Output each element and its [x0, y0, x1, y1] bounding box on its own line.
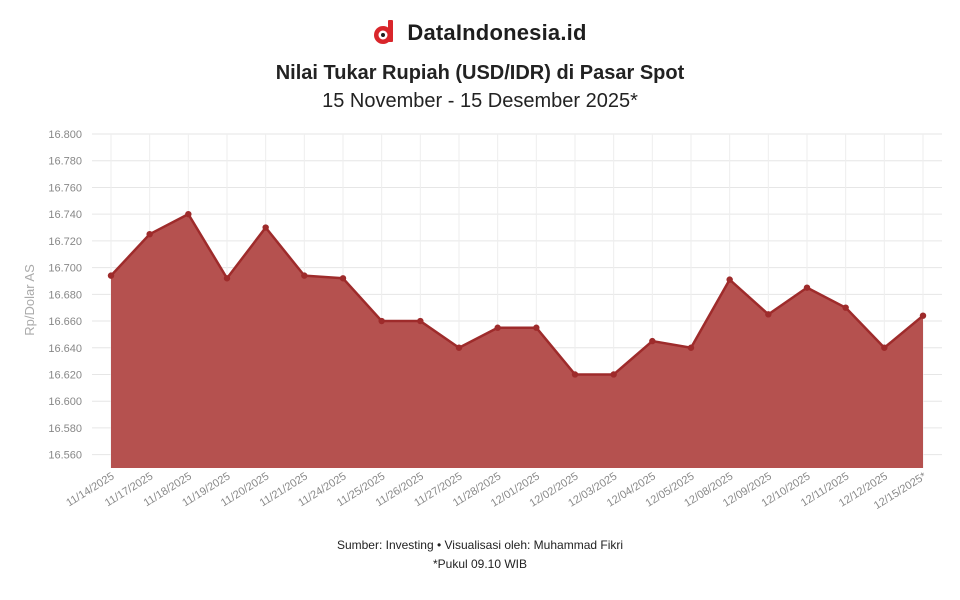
- brand-header: DataIndonesia.id: [0, 20, 960, 46]
- chart-title: Nilai Tukar Rupiah (USD/IDR) di Pasar Sp…: [275, 62, 685, 84]
- data-point[interactable]: [726, 276, 733, 283]
- data-point[interactable]: [610, 371, 617, 378]
- y-tick-label: 16.720: [48, 236, 82, 248]
- data-point[interactable]: [339, 275, 347, 282]
- y-tick-label: 16.580: [48, 423, 82, 435]
- data-point[interactable]: [919, 312, 927, 319]
- brand-name: DataIndonesia.id: [407, 20, 587, 45]
- data-point[interactable]: [533, 324, 540, 331]
- data-point[interactable]: [262, 224, 269, 231]
- data-point[interactable]: [146, 231, 153, 238]
- y-tick-label: 16.780: [48, 156, 82, 168]
- series-line: [110, 212, 924, 376]
- data-point[interactable]: [455, 344, 463, 351]
- footer-source: Sumber: Investing • Visualisasi oleh: Mu…: [336, 538, 624, 552]
- data-point[interactable]: [223, 275, 231, 282]
- y-tick-label: 16.560: [48, 450, 82, 462]
- y-tick-label: 16.620: [48, 369, 82, 381]
- y-tick-label: 16.660: [48, 316, 82, 328]
- data-point[interactable]: [185, 210, 192, 218]
- data-point[interactable]: [417, 317, 424, 325]
- data-point[interactable]: [803, 284, 811, 291]
- area-fill: [111, 214, 923, 468]
- y-tick-label: 16.640: [48, 343, 82, 355]
- y-tick-label: 16.700: [48, 263, 82, 275]
- area-layer: [110, 212, 924, 468]
- y-tick-label: 16.760: [48, 182, 82, 194]
- data-point[interactable]: [107, 272, 115, 279]
- y-tick-label: 16.600: [48, 396, 82, 408]
- x-tick-layer: 11/14/202511/17/202511/18/202511/19/2025…: [64, 470, 929, 512]
- data-point[interactable]: [881, 344, 888, 351]
- footer-note: *Pukul 09.10 WIB: [432, 557, 528, 571]
- chart-subtitle: 15 November - 15 Desember 2025*: [322, 90, 638, 112]
- data-indonesia-logo-icon: [374, 20, 394, 44]
- data-point[interactable]: [571, 371, 579, 378]
- y-tick-label: 16.680: [48, 289, 82, 301]
- point-layer: [107, 210, 927, 378]
- data-point[interactable]: [687, 344, 695, 351]
- data-point[interactable]: [494, 324, 501, 331]
- y-tick-layer: 16.560 16.580 16.600 16.620 16.640 16.660 16.6…: [48, 129, 82, 462]
- data-point[interactable]: [765, 311, 772, 318]
- y-tick-label: 16.800: [48, 129, 82, 141]
- data-point[interactable]: [378, 317, 385, 325]
- data-point[interactable]: [301, 272, 308, 279]
- data-point[interactable]: [649, 337, 656, 345]
- y-tick-label: 16.740: [48, 209, 82, 221]
- y-axis-label: Rp/Dolar AS: [22, 264, 37, 336]
- data-point[interactable]: [842, 304, 849, 311]
